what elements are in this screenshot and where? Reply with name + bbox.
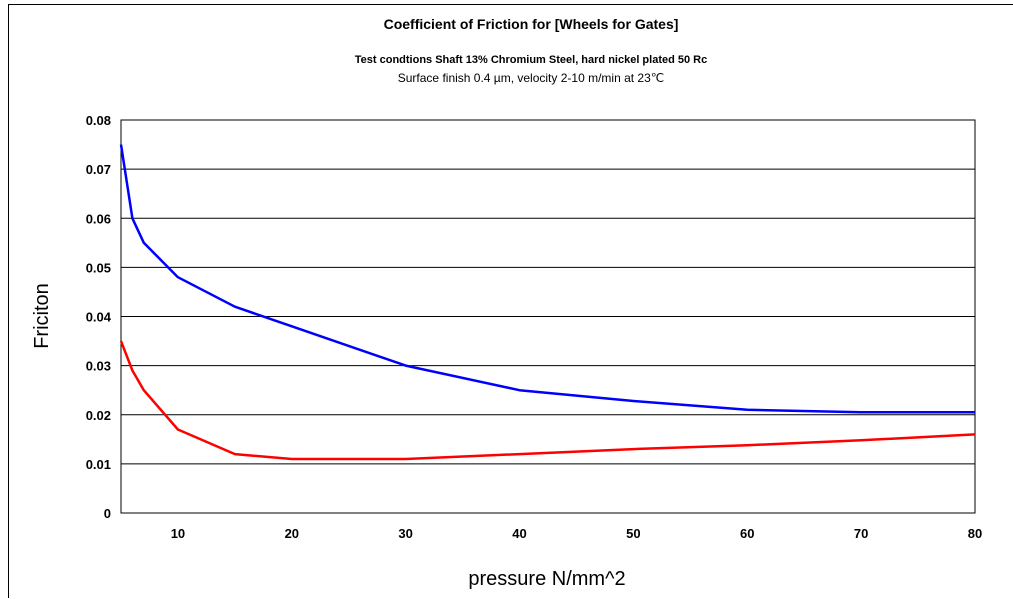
y-tick-label: 0.02 bbox=[86, 408, 111, 423]
y-tick-label: 0.03 bbox=[86, 359, 111, 374]
gridlines bbox=[121, 168, 975, 465]
series-layer bbox=[119, 144, 976, 461]
y-tick-label: 0.06 bbox=[86, 211, 111, 226]
chart-title: Coefficient of Friction for [Wheels for … bbox=[384, 16, 679, 32]
x-tick-label: 50 bbox=[626, 526, 640, 541]
x-tick-label: 40 bbox=[512, 526, 526, 541]
series-line-1 bbox=[119, 340, 976, 461]
chart-subtitle-2: Surface finish 0.4 µm, velocity 2-10 m/m… bbox=[398, 71, 665, 85]
plot-area bbox=[120, 119, 976, 514]
y-tick-label: 0.01 bbox=[86, 457, 111, 472]
y-axis-title: Friciton bbox=[31, 283, 53, 349]
series-line-0 bbox=[119, 144, 975, 414]
y-tick-label: 0.07 bbox=[86, 162, 111, 177]
chart-subtitle: Test condtions Shaft 13% Chromium Steel,… bbox=[355, 54, 708, 66]
x-tick-label: 60 bbox=[740, 526, 754, 541]
y-tick-label: 0.04 bbox=[86, 310, 112, 325]
x-axis-title: pressure N/mm^2 bbox=[468, 568, 625, 590]
x-tick-label: 80 bbox=[968, 526, 982, 541]
x-axis-ticks: 10 20 30 40 50 60 70 80 bbox=[171, 526, 983, 541]
y-tick-label: 0 bbox=[104, 506, 111, 521]
chart-svg: Coefficient of Friction for [Wheels for … bbox=[31, 16, 983, 590]
y-axis-ticks: 0 0.01 0.02 0.03 0.04 0.05 0.06 0.07 0.08 bbox=[86, 113, 112, 521]
x-tick-label: 10 bbox=[171, 526, 185, 541]
chart-frame: Coefficient of Friction for [Wheels for … bbox=[8, 4, 1013, 598]
y-tick-label: 0.05 bbox=[86, 260, 111, 275]
y-tick-label: 0.08 bbox=[86, 113, 111, 128]
x-tick-label: 70 bbox=[854, 526, 868, 541]
x-tick-label: 30 bbox=[398, 526, 412, 541]
x-tick-label: 20 bbox=[285, 526, 299, 541]
